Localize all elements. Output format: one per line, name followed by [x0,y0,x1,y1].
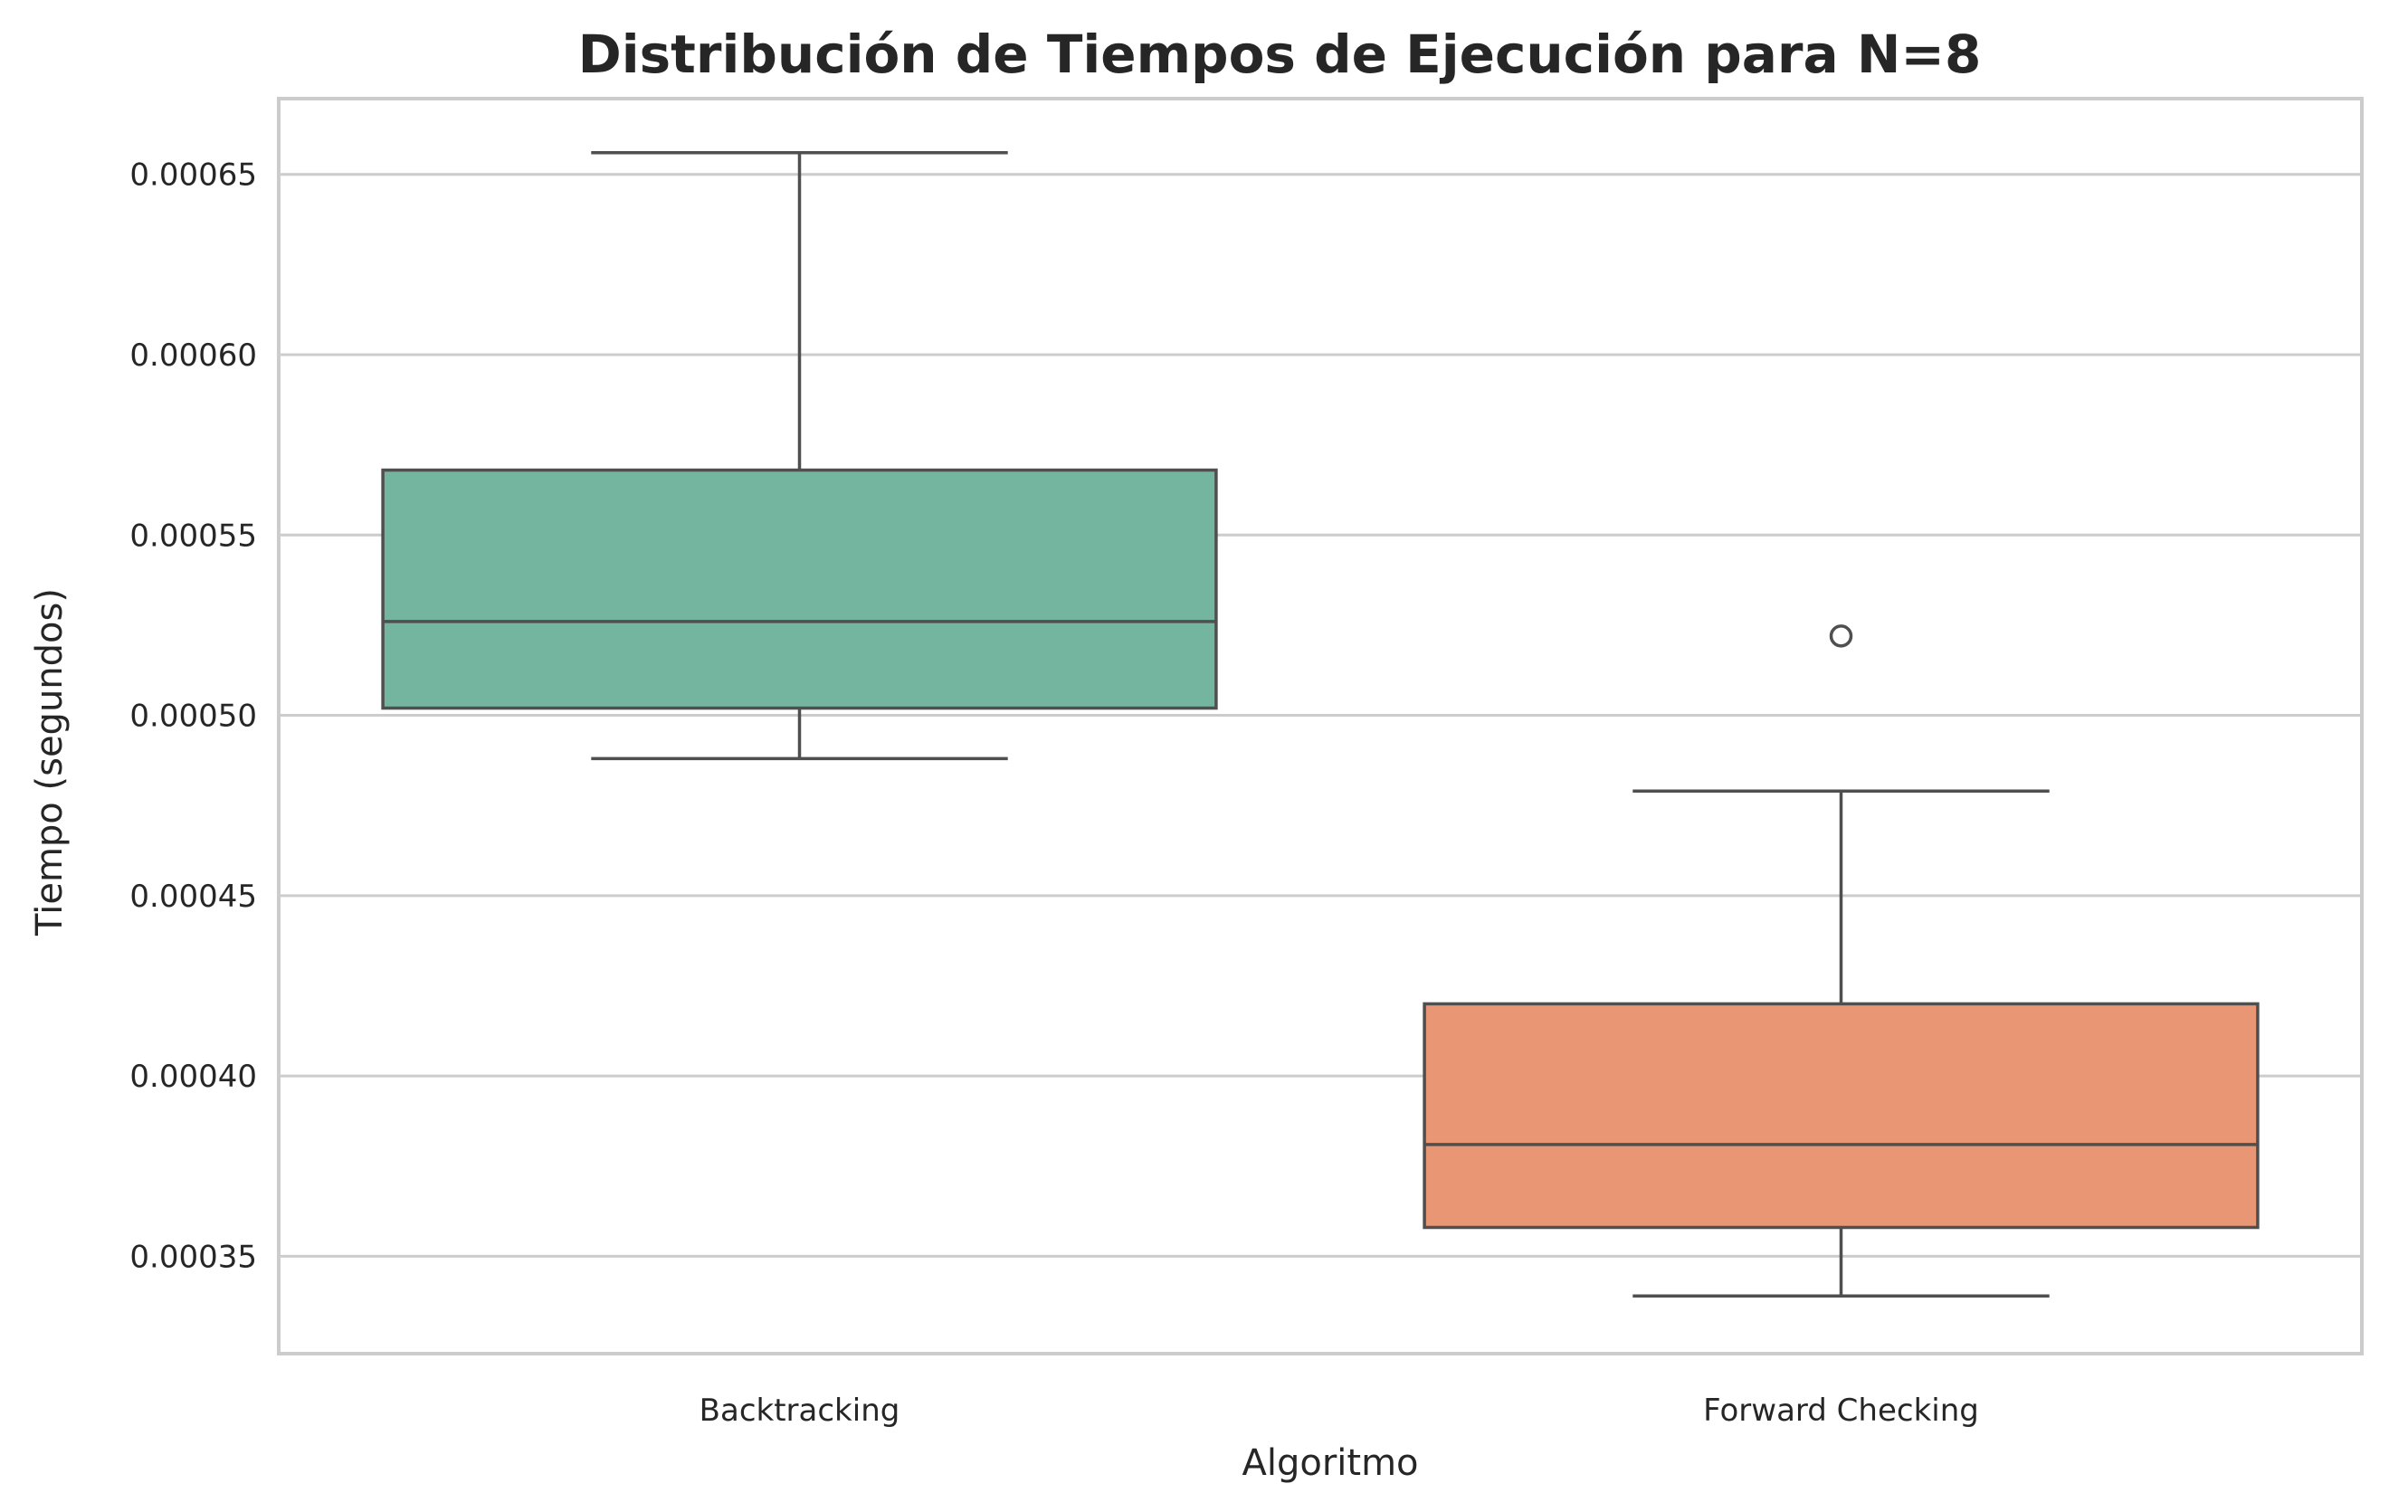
y-axis-label: Tiempo (segundos) [29,588,71,937]
x-tick-labels: Backtracking Forward Checking [700,1393,1979,1429]
chart-title: Distribución de Tiempos de Ejecución par… [578,24,1982,85]
y-tick-label: 0.00060 [129,338,257,374]
y-tick-label: 0.00050 [129,699,257,735]
y-tick-labels: 0.00035 0.00040 0.00045 0.00050 0.00055 0.000… [129,157,257,1276]
y-tick-label: 0.00065 [129,157,257,194]
y-tick-label: 0.00035 [129,1239,257,1275]
x-tick-label: Backtracking [700,1393,900,1429]
plot-frame [277,97,2364,1355]
x-axis-label: Algoritmo [1242,1442,1418,1484]
x-tick-label: Forward Checking [1703,1393,1979,1429]
box-forward-checking [1423,1002,2260,1230]
box-backtracking [381,468,1218,710]
outlier-point [1829,624,1853,648]
y-tick-label: 0.00040 [129,1059,257,1095]
boxes-group [381,151,2260,1298]
y-tick-label: 0.00045 [129,879,257,915]
y-tick-label: 0.00055 [129,518,257,554]
